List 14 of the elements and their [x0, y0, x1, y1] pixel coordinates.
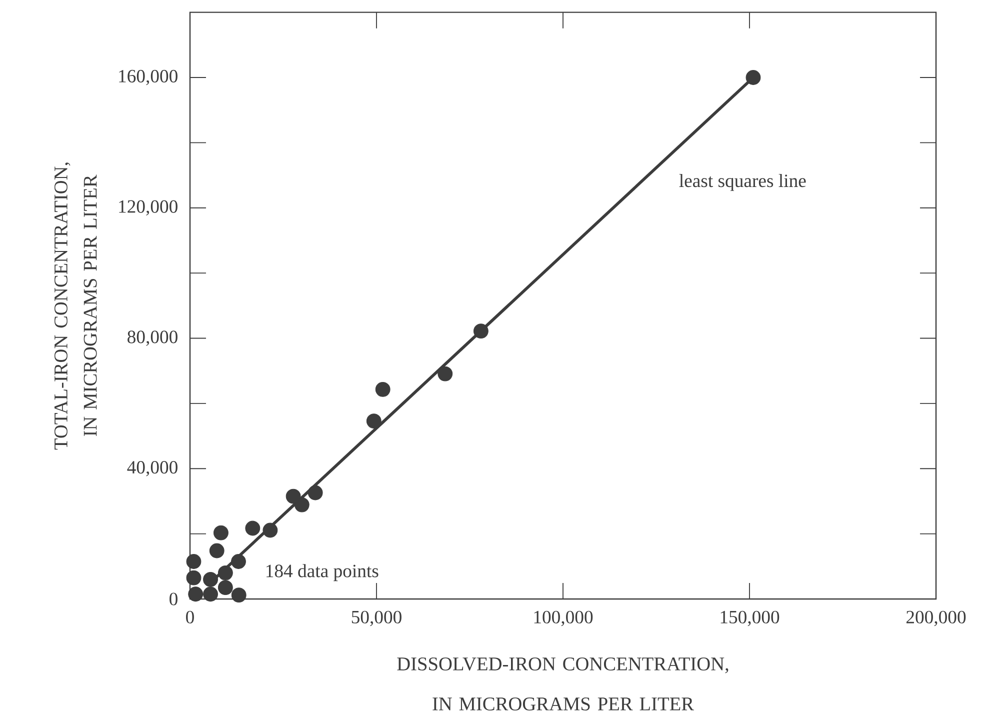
x-tick-label: 0	[186, 610, 194, 624]
annotation: 184 data points	[266, 564, 378, 582]
y-tick-label: 80,000	[128, 330, 178, 346]
y-axis-title: TOTAL-IRON CONCENTRATION, IN MICROGRAMS PER LITER	[54, 162, 97, 450]
x-tick-label: 200,000	[906, 610, 966, 626]
y-tick-label: 40,000	[127, 460, 178, 476]
x-tick-label: 100,000	[534, 610, 593, 626]
y-tick-label: 0	[170, 592, 178, 606]
x-tick-label: 150,000	[720, 610, 780, 626]
y-tick-label: 120,000	[119, 200, 178, 216]
annotation: least squares line	[679, 174, 806, 191]
text: DISSOLVED-IRON CONCENTRATION, IN MICROGRAMS PER LITER	[397, 657, 728, 710]
y-tick-label: 160,000	[119, 70, 178, 86]
x-tick-label: 50,000	[352, 610, 402, 626]
